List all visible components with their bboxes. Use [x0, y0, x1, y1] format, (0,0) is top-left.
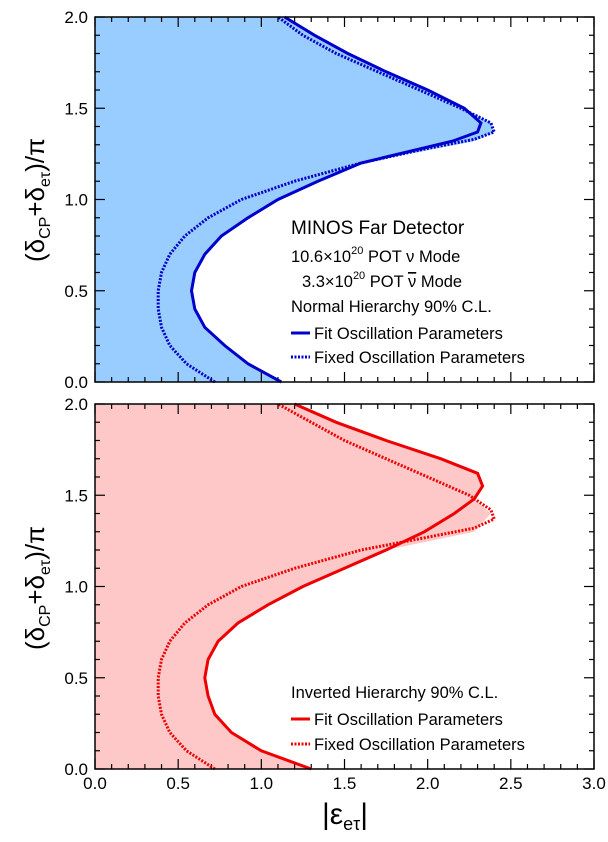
x-tick-label: 1.0: [250, 774, 274, 793]
top-legend-fit-label: Fit Oscillation Parameters: [314, 325, 503, 343]
bottom-panel: 0.0 0.5 1.0 1.5 2.0 2.5 3.0 0.0 0.5 1.0 1.5 2.0 In…: [20, 395, 606, 834]
top-legend: MINOS Far Detector 10.6×1020 POT ν Mode …: [291, 218, 525, 367]
x-tick-label: 2.0: [416, 774, 440, 793]
top-legend-line2: 3.3×1020 POT ν Mode: [302, 270, 462, 291]
top-fixed-curve: [156, 15, 497, 384]
y-tick-label: 1.0: [64, 578, 88, 597]
top-legend-title: MINOS Far Detector: [291, 218, 465, 239]
bottom-plot-frame: [94, 403, 595, 770]
y-tick-label: 0.5: [64, 282, 88, 301]
y-tick-label: 1.5: [64, 486, 88, 505]
x-tick-label: 0.0: [83, 774, 107, 793]
bottom-fixed-curve: [156, 402, 497, 771]
top-legend-hierarchy: Normal Hierarchy 90% C.L.: [291, 298, 492, 316]
top-fill-region: [95, 17, 495, 382]
x-tick-label: 2.5: [499, 774, 523, 793]
top-y-ticks: 0.0 0.5 1.0 1.5 2.0: [64, 8, 594, 392]
x-tick-label: 0.5: [166, 774, 190, 793]
y-tick-label: 2.0: [64, 8, 88, 27]
y-tick-label: 0.0: [64, 760, 88, 779]
bottom-y-axis-label: (δCP+δeτ)/π: [20, 526, 54, 650]
top-y-axis-label: (δCP+δeτ)/π: [20, 138, 54, 262]
x-tick-label: 1.5: [333, 774, 357, 793]
bottom-y-ticks: 0.0 0.5 1.0 1.5 2.0: [64, 395, 594, 779]
x-axis-label: |εeτ|: [322, 798, 368, 834]
y-tick-label: 1.0: [64, 191, 88, 210]
y-tick-label: 2.0: [64, 395, 88, 414]
bottom-legend-fixed-label: Fixed Oscillation Parameters: [314, 736, 525, 754]
top-legend-line1: 10.6×1020 POT ν Mode: [291, 245, 460, 266]
bottom-fit-curve: [203, 402, 485, 771]
y-tick-label: 0.0: [64, 373, 88, 392]
top-plot-frame: [94, 16, 595, 383]
y-tick-label: 1.5: [64, 99, 88, 118]
bottom-legend-hierarchy: Inverted Hierarchy 90% C.L.: [291, 684, 498, 702]
x-tick-label: 3.0: [582, 774, 606, 793]
top-panel: 0.0 0.5 1.0 1.5 2.0 MINOS Far Detector 10.6×…: [20, 8, 595, 392]
bottom-fill-region: [95, 404, 491, 769]
top-fit-curve: [189, 15, 483, 384]
bottom-legend: Inverted Hierarchy 90% C.L. Fit Oscillat…: [291, 684, 525, 754]
bottom-legend-fit-label: Fit Oscillation Parameters: [314, 711, 503, 729]
y-tick-label: 0.5: [64, 669, 88, 688]
top-legend-fixed-label: Fixed Oscillation Parameters: [314, 349, 525, 367]
